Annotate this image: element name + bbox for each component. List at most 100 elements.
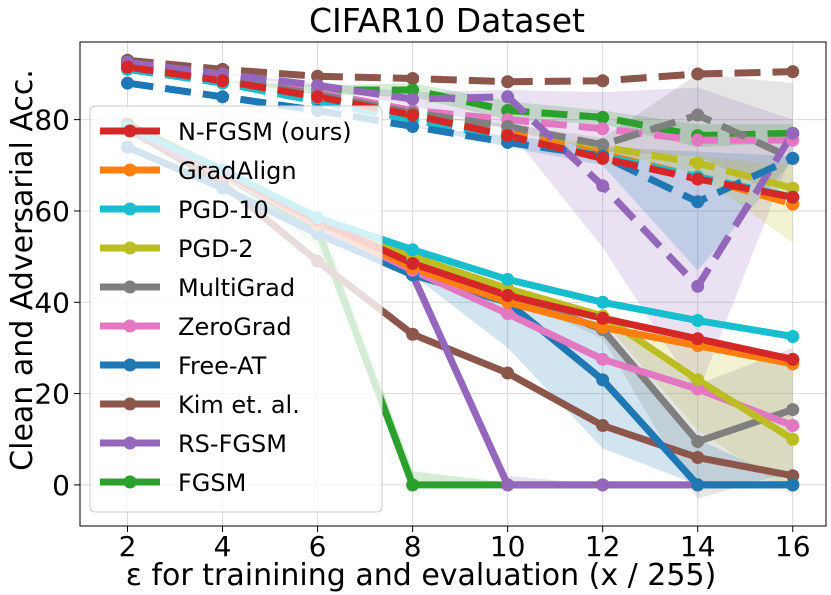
legend-label: PGD-10 xyxy=(178,196,269,224)
data-point-clean-rs-fgsm xyxy=(691,279,705,293)
data-point-clean-multigrad xyxy=(691,108,705,122)
legend-label: PGD-2 xyxy=(178,235,253,263)
data-point-clean-rs-fgsm xyxy=(406,92,420,106)
data-point-clean-fgsm xyxy=(596,110,610,124)
legend-swatch-marker xyxy=(123,124,137,138)
legend-item-n-fgsm-ours: N-FGSM (ours) xyxy=(100,118,352,146)
legend-item-rs-fgsm: RS-FGSM xyxy=(100,430,287,458)
data-point-robust-fgsm xyxy=(406,478,420,492)
x-tick-label: 16 xyxy=(775,530,811,563)
data-point-clean-free-at xyxy=(406,119,420,133)
data-point-clean-n-fgsm-ours xyxy=(596,151,610,165)
y-tick-label: 20 xyxy=(34,378,70,411)
band-robust-free-at xyxy=(127,147,793,485)
data-point-robust-pgd-10 xyxy=(691,314,705,328)
data-point-robust-free-at xyxy=(786,478,800,492)
data-point-clean-kim-et-al xyxy=(311,69,325,83)
y-tick-label: 0 xyxy=(52,469,70,502)
data-point-robust-pgd-10 xyxy=(786,330,800,344)
data-point-robust-n-fgsm-ours xyxy=(501,288,515,302)
x-ticks: 2 4 6 8 10 12 14 16 xyxy=(119,526,811,563)
data-point-clean-n-fgsm-ours xyxy=(786,190,800,204)
data-point-clean-n-fgsm-ours xyxy=(216,74,230,88)
legend-label: Free-AT xyxy=(178,352,267,380)
y-ticks: 0 20 40 60 80 xyxy=(34,104,80,502)
data-point-robust-multigrad xyxy=(786,403,800,417)
data-point-robust-pgd-10 xyxy=(406,243,420,257)
x-tick-label: 10 xyxy=(490,530,526,563)
data-point-clean-kim-et-al xyxy=(406,72,420,86)
y-tick-label: 40 xyxy=(34,286,70,319)
legend-label: RS-FGSM xyxy=(178,430,287,458)
data-point-robust-pgd-10 xyxy=(501,272,515,286)
data-point-clean-free-at xyxy=(691,195,705,209)
legend-swatch-marker xyxy=(123,475,137,489)
legend-swatch-marker xyxy=(123,319,137,333)
legend: N-FGSM (ours) GradAlign PGD-10 PGD-2 MultiGr… xyxy=(89,105,383,513)
band-clean-free-at xyxy=(127,83,793,271)
data-point-clean-rs-fgsm xyxy=(311,78,325,92)
data-point-robust-rs-fgsm xyxy=(596,478,610,492)
data-point-clean-n-fgsm-ours xyxy=(501,129,515,143)
y-axis-label: Clean and Adversarial Acc. xyxy=(5,69,40,471)
data-point-clean-kim-et-al xyxy=(596,74,610,88)
data-point-robust-zerograd xyxy=(596,352,610,366)
data-point-robust-zerograd xyxy=(501,307,515,321)
chart-title: CIFAR10 Dataset xyxy=(309,1,585,40)
data-point-clean-rs-fgsm xyxy=(501,90,515,104)
data-point-clean-n-fgsm-ours xyxy=(691,172,705,186)
x-tick-label: 4 xyxy=(214,530,232,563)
data-point-clean-multigrad xyxy=(596,138,610,152)
data-point-robust-n-fgsm-ours xyxy=(691,332,705,346)
legend-label: GradAlign xyxy=(178,157,297,185)
data-point-robust-kim-et-al xyxy=(501,366,515,380)
data-point-clean-rs-fgsm xyxy=(596,179,610,193)
band-clean-rs-fgsm xyxy=(127,62,793,394)
data-point-robust-n-fgsm-ours xyxy=(786,352,800,366)
data-point-robust-n-fgsm-ours xyxy=(406,256,420,270)
data-point-robust-kim-et-al xyxy=(406,327,420,341)
data-point-clean-zerograd xyxy=(691,133,705,147)
data-point-clean-free-at xyxy=(216,90,230,104)
data-point-clean-rs-fgsm xyxy=(786,126,800,140)
legend-box xyxy=(89,105,383,513)
series-line-clean-rs-fgsm xyxy=(127,59,796,290)
data-point-clean-zerograd xyxy=(596,122,610,136)
legend-item-gradalign: GradAlign xyxy=(100,157,297,185)
series-line-clean-kim-et-al xyxy=(127,56,793,86)
legend-swatch-marker xyxy=(123,163,137,177)
x-tick-label: 6 xyxy=(309,530,327,563)
legend-label: N-FGSM (ours) xyxy=(178,118,352,146)
data-point-robust-kim-et-al xyxy=(786,469,800,483)
x-tick-label: 12 xyxy=(585,530,621,563)
legend-label: FGSM xyxy=(178,469,246,497)
data-point-clean-n-fgsm-ours xyxy=(406,108,420,122)
plot-frame xyxy=(79,41,827,527)
x-tick-label: 8 xyxy=(404,530,422,563)
data-point-robust-free-at xyxy=(691,478,705,492)
data-point-robust-zerograd xyxy=(786,419,800,433)
legend-swatch-marker xyxy=(123,241,137,255)
data-point-robust-pgd-10 xyxy=(596,295,610,309)
data-point-clean-kim-et-al xyxy=(786,65,800,79)
legend-swatch-marker xyxy=(123,280,137,294)
legend-item-pgd-10: PGD-10 xyxy=(100,196,269,224)
legend-swatch-marker xyxy=(123,202,137,216)
legend-item-multigrad: MultiGrad xyxy=(100,274,295,302)
data-point-clean-multigrad xyxy=(501,119,515,133)
legend-label: ZeroGrad xyxy=(178,313,292,341)
x-tick-label: 2 xyxy=(119,530,137,563)
legend-swatch-marker xyxy=(123,358,137,372)
y-tick-label: 60 xyxy=(34,195,70,228)
data-point-robust-free-at xyxy=(596,373,610,387)
data-point-clean-n-fgsm-ours xyxy=(311,90,325,104)
legend-item-pgd-2: PGD-2 xyxy=(100,235,253,263)
data-point-robust-zerograd xyxy=(691,382,705,396)
data-point-clean-kim-et-al xyxy=(691,67,705,81)
data-point-clean-pgd-2 xyxy=(691,156,705,170)
legend-swatch-marker xyxy=(123,397,137,411)
legend-item-zerograd: ZeroGrad xyxy=(100,313,292,341)
data-point-clean-pgd-2 xyxy=(786,181,800,195)
data-point-robust-rs-fgsm xyxy=(501,478,515,492)
